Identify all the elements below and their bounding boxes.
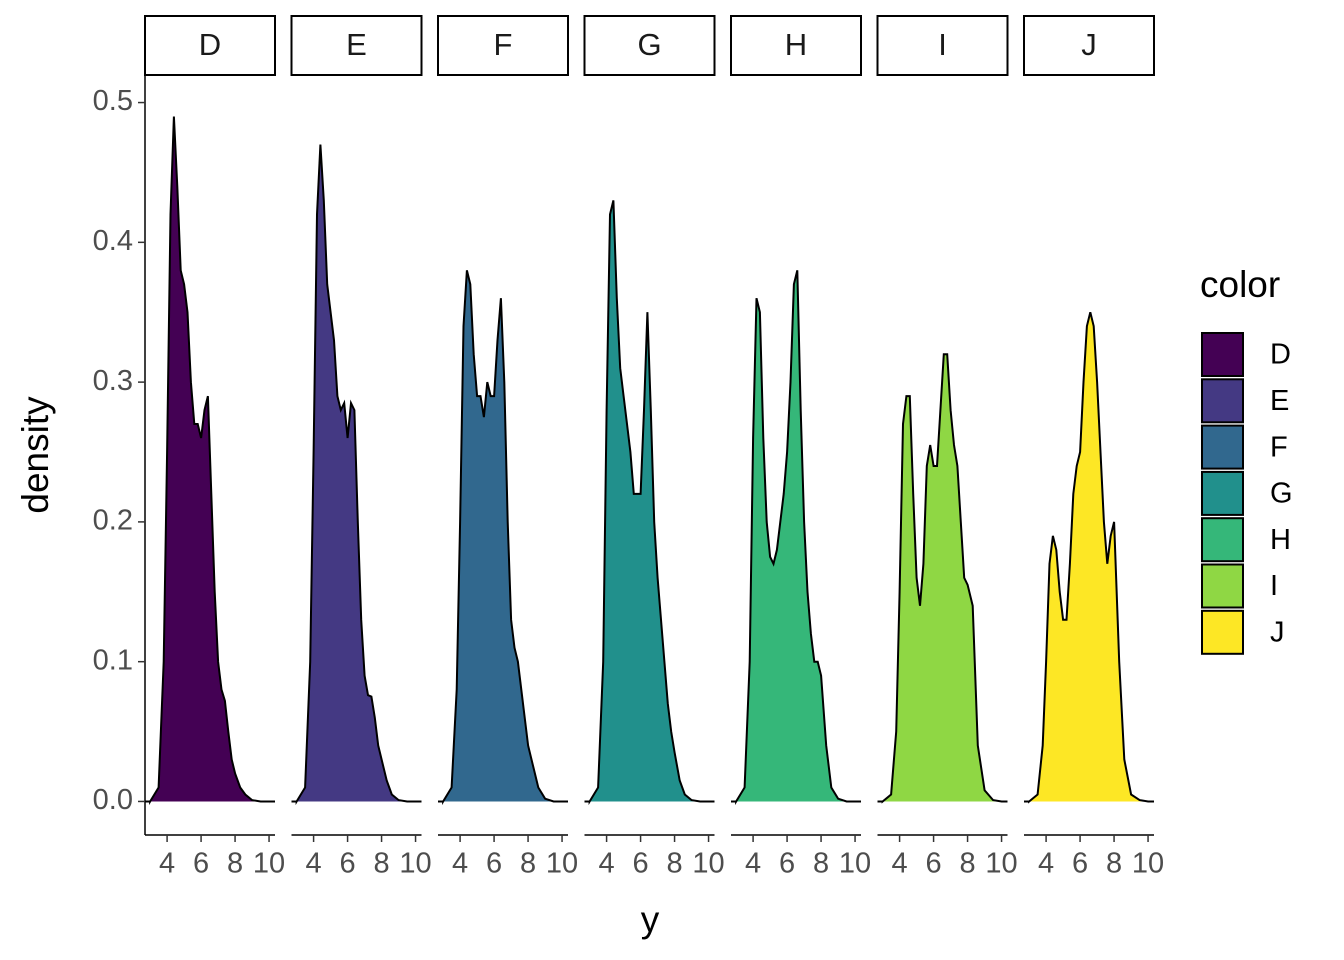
density-line [438,270,569,806]
legend-key [1201,470,1244,516]
density-line [584,200,715,806]
density-line [145,116,276,806]
x-tick-label: 6 [926,848,942,880]
x-tick-label: 6 [779,848,795,880]
x-tick-label: 4 [1038,848,1054,880]
x-tick-label: 4 [306,848,322,880]
legend-title: color [1200,264,1280,305]
legend-label: D [1270,339,1291,371]
legend-key [1201,378,1244,424]
x-tick-label: 6 [193,848,209,880]
density-line [291,144,422,806]
strip-label: I [938,27,947,62]
legend-key [1201,332,1244,377]
x-tick-label: 4 [452,848,468,880]
y-axis-title: density [15,396,56,514]
density-line [1024,311,1155,804]
legend-key [1201,563,1244,609]
strip [876,15,1009,76]
x-tick-label: 10 [399,848,431,880]
x-tick-label: 6 [633,848,649,880]
legend-label: F [1270,431,1288,463]
x-tick-label: 10 [1132,848,1164,880]
legend-label: E [1270,385,1289,417]
legend-key [1201,609,1244,655]
legend-label: H [1270,524,1291,556]
x-tick-label: 8 [959,848,975,880]
x-tick-label: 8 [666,848,682,880]
y-tick-label: 0.2 [93,505,133,537]
strip [144,15,276,76]
x-tick-label: 10 [253,848,285,880]
y-tick-label: 0.3 [93,365,133,397]
x-tick-label: 4 [892,848,908,880]
strip [583,15,716,76]
density-line [877,353,1008,804]
x-tick-label: 10 [692,848,724,880]
strip [1023,15,1155,76]
density-line [731,270,862,806]
legend-label: J [1270,616,1285,648]
x-tick-label: 8 [373,848,389,880]
density-area [736,270,856,802]
y-tick-label: 0.4 [93,225,133,257]
x-tick-label: 10 [546,848,578,880]
y-tick-label: 0.1 [93,644,133,676]
density-area [589,200,709,802]
x-tick-label: 8 [813,848,829,880]
strip [290,15,423,76]
legend-key [1201,517,1244,563]
strip-label: E [346,27,367,62]
strip [730,15,862,76]
y-tick-label: 0.0 [93,784,133,816]
strip-label: G [637,27,661,62]
x-tick-label: 4 [745,848,761,880]
strip-label: D [199,27,221,62]
x-tick-label: 6 [486,848,502,880]
y-tick-label: 0.5 [93,85,133,117]
legend-label: I [1270,570,1278,602]
x-tick-label: 6 [1072,848,1088,880]
x-tick-label: 4 [599,848,615,880]
strip [437,15,569,76]
x-axis-title: y [641,899,660,940]
x-tick-label: 8 [520,848,536,880]
x-tick-label: 8 [1106,848,1122,880]
x-tick-label: 8 [227,848,243,880]
strip-label: F [494,27,513,62]
x-tick-label: 4 [159,848,175,880]
x-tick-label: 6 [340,848,356,880]
strip-label: H [785,27,807,62]
density-area [443,270,563,802]
x-tick-label: 10 [839,848,871,880]
legend-key [1201,424,1244,470]
x-tick-label: 10 [985,848,1017,880]
legend-label: G [1270,478,1293,510]
strip-label: J [1081,27,1097,62]
density-area [1029,312,1149,802]
density-area [882,354,1002,802]
